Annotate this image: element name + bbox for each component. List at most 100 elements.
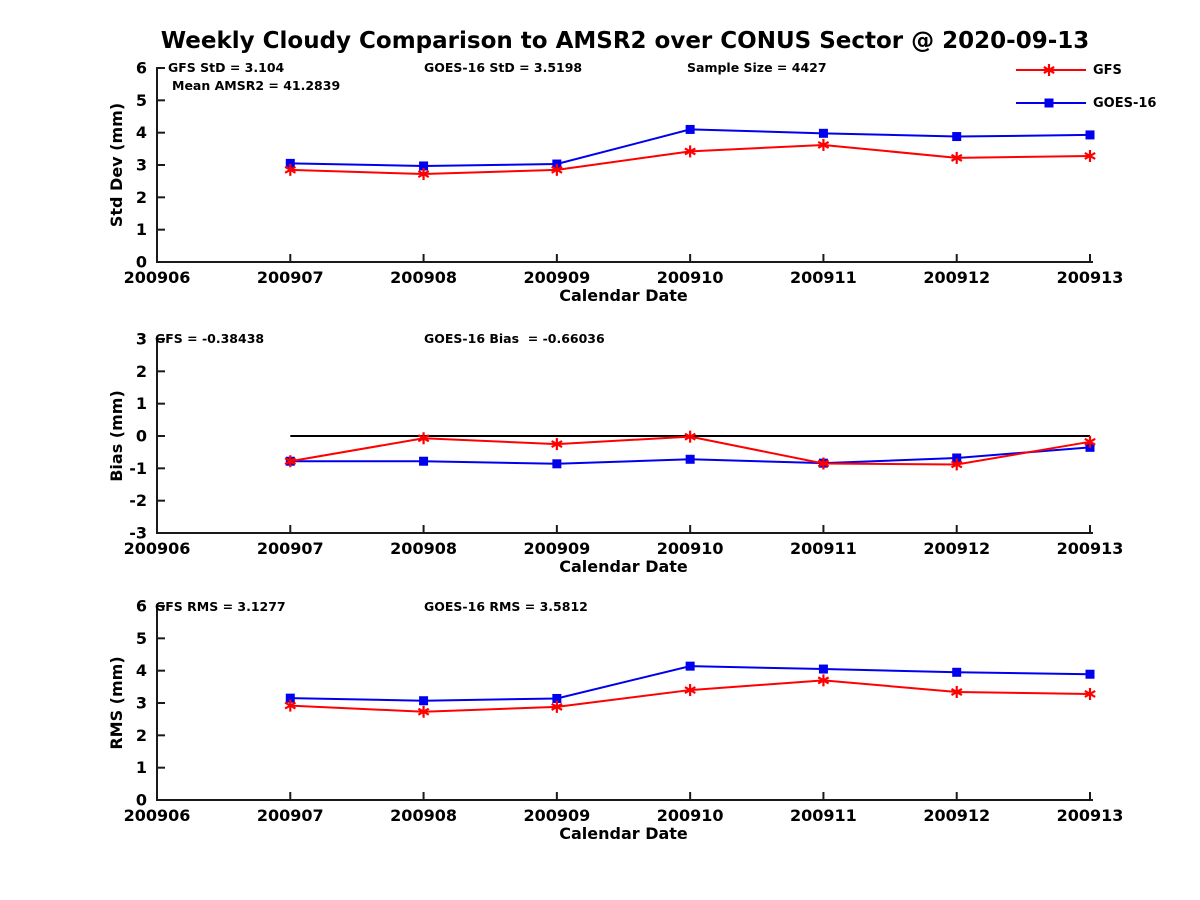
y-tick-label: -1: [129, 459, 147, 478]
x-tick-label: 200911: [790, 268, 857, 287]
x-tick-label: 200907: [257, 539, 324, 558]
annotation: Sample Size = 4427: [687, 60, 827, 75]
y-tick-label: 5: [136, 91, 147, 110]
marker-gfs: [417, 432, 430, 445]
marker-gfs: [950, 458, 963, 471]
marker-gfs: [950, 686, 963, 699]
gfs-asterisk-icon: [1043, 64, 1055, 76]
x-tick-label: 200906: [124, 806, 191, 825]
annotation: GFS RMS = 3.1277: [155, 599, 286, 614]
y-axis-label: Std Dev (mm): [107, 103, 126, 227]
goes16-marker-icon: [1016, 98, 1086, 108]
marker-gfs: [817, 674, 830, 687]
annotation: Mean AMSR2 = 41.2839: [172, 78, 340, 93]
marker-goes-16: [419, 161, 429, 171]
marker-goes-16: [1085, 669, 1095, 679]
y-tick-label: 5: [136, 629, 147, 648]
marker-gfs: [950, 151, 963, 164]
marker-goes-16: [952, 132, 962, 142]
marker-gfs: [684, 430, 696, 443]
y-tick-label: 3: [136, 330, 147, 349]
legend-label-gfs: GFS: [1093, 62, 1122, 78]
marker-goes-16: [552, 459, 562, 469]
subplot-bias: -3 -2 -1 0 1 2 3 200906 200907 200908 200909 200910…: [107, 330, 1123, 577]
marker-goes-16: [818, 664, 828, 674]
marker-gfs: [1084, 687, 1096, 700]
y-tick-label: 1: [136, 758, 147, 777]
marker-gfs: [551, 438, 563, 451]
y-tick-label: 4: [136, 661, 147, 680]
x-tick-label: 200907: [257, 806, 324, 825]
x-tick-label: 200907: [257, 268, 324, 287]
x-tick-label: 200912: [923, 268, 990, 287]
y-tick-label: 6: [136, 597, 147, 616]
marker-gfs: [684, 145, 696, 158]
y-axis-label: Bias (mm): [107, 390, 126, 482]
marker-goes-16: [818, 128, 828, 138]
marker-goes-16: [952, 667, 962, 677]
gfs-marker-icon: [1016, 64, 1086, 76]
x-tick-label: 200913: [1057, 268, 1124, 287]
marker-gfs: [284, 699, 297, 712]
x-tick-label: 200911: [790, 539, 857, 558]
x-axis-label: Calendar Date: [559, 557, 688, 576]
y-axis-label: RMS (mm): [107, 656, 126, 749]
y-tick-label: 0: [136, 427, 147, 446]
x-tick-label: 200909: [523, 539, 590, 558]
y-tick-label: 3: [136, 694, 147, 713]
annotation: GOES-16 Bias = -0.66036: [424, 331, 605, 346]
y-tick-label: 0: [136, 253, 147, 272]
x-tick-label: 200908: [390, 268, 457, 287]
marker-goes-16: [285, 158, 295, 168]
marker-goes-16: [685, 454, 695, 464]
x-axis-label: Calendar Date: [559, 824, 688, 843]
x-tick-label: 200910: [657, 806, 724, 825]
marker-gfs: [417, 705, 430, 718]
y-tick-label: -3: [129, 524, 147, 543]
y-tick-label: 0: [136, 791, 147, 810]
marker-goes-16: [419, 456, 429, 466]
legend: GFS GOES-16: [1016, 62, 1156, 111]
x-tick-label: 200911: [790, 806, 857, 825]
marker-goes-16: [685, 661, 695, 671]
y-tick-label: 1: [136, 394, 147, 413]
x-tick-label: 200908: [390, 806, 457, 825]
x-tick-label: 200913: [1057, 539, 1124, 558]
y-tick-label: 3: [136, 156, 147, 175]
x-tick-label: 200912: [923, 539, 990, 558]
y-tick-label: 2: [136, 726, 147, 745]
marker-goes-16: [285, 693, 295, 703]
marker-gfs: [684, 684, 696, 697]
legend-item-goes16: GOES-16: [1016, 95, 1156, 111]
x-tick-label: 200906: [124, 539, 191, 558]
marker-goes-16: [419, 696, 429, 706]
x-tick-label: 200912: [923, 806, 990, 825]
y-tick-label: 4: [136, 123, 147, 142]
marker-gfs: [1084, 149, 1096, 162]
x-tick-label: 200908: [390, 539, 457, 558]
annotation: GFS = -0.38438: [155, 331, 264, 346]
x-axis-label: Calendar Date: [559, 286, 688, 305]
legend-label-goes16: GOES-16: [1093, 95, 1157, 111]
marker-gfs: [417, 168, 430, 181]
x-tick-label: 200909: [523, 268, 590, 287]
y-tick-label: 2: [136, 188, 147, 207]
subplot-std: 0 1 2 3 4 5 6 200906 200907 200908 200909 200910 200…: [107, 59, 1123, 306]
marker-gfs: [551, 700, 563, 713]
goes16-square-icon: [1044, 98, 1054, 108]
subplot-rms: 0 1 2 3 4 5 6 200906 200907 200908 200909 200910 200…: [107, 597, 1123, 844]
annotation: GFS StD = 3.104: [168, 60, 285, 75]
marker-goes-16: [952, 453, 962, 463]
x-tick-label: 200906: [124, 268, 191, 287]
x-tick-label: 200909: [523, 806, 590, 825]
marker-gfs: [551, 163, 563, 176]
x-tick-label: 200910: [657, 539, 724, 558]
marker-goes-16: [685, 124, 695, 134]
legend-item-gfs: GFS: [1016, 62, 1156, 78]
annotation: GOES-16 StD = 3.5198: [424, 60, 582, 75]
marker-goes-16: [552, 693, 562, 703]
marker-gfs: [284, 455, 297, 468]
annotation: GOES-16 RMS = 3.5812: [424, 599, 588, 614]
